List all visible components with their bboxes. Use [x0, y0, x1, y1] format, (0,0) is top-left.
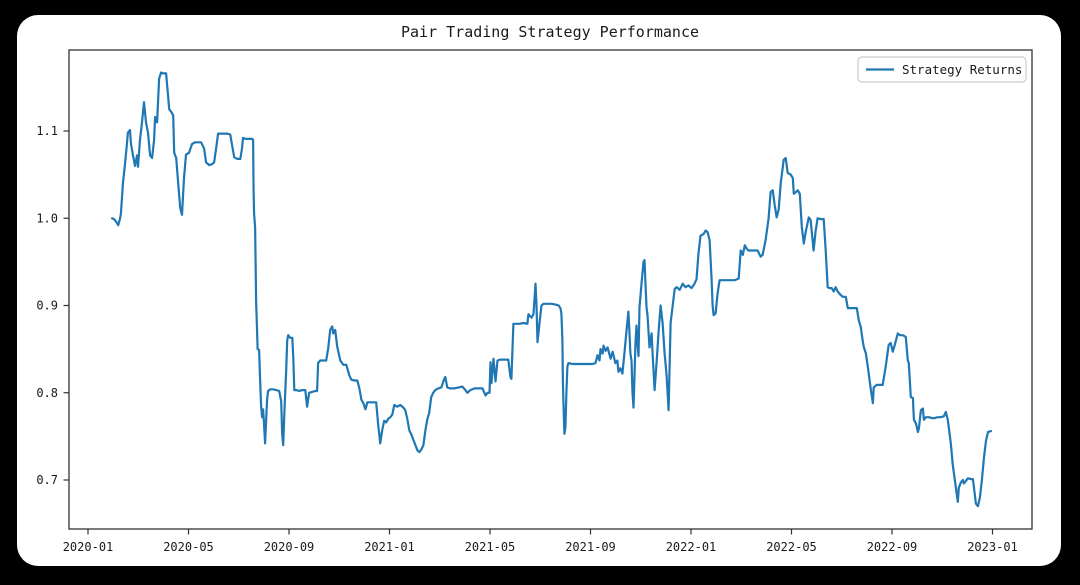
y-tick-label: 0.7 [36, 473, 58, 487]
chart-title: Pair Trading Strategy Performance [401, 23, 699, 41]
legend-label: Strategy Returns [902, 62, 1022, 77]
x-axis: 2020-01 2020-05 2020-09 2021-01 2021-05 2021-… [63, 529, 1018, 554]
x-tick-label: 2020-09 [264, 540, 315, 554]
plot-area [68, 49, 1033, 530]
x-tick-label: 2021-05 [465, 540, 516, 554]
y-tick-label: 1.0 [36, 211, 58, 225]
x-tick-label: 2020-01 [63, 540, 114, 554]
strategy-returns-line [110, 71, 993, 508]
x-tick-label: 2023-01 [967, 540, 1018, 554]
legend-box [857, 56, 1027, 83]
y-axis: 0.7 0.8 0.9 1.0 1.1 [36, 124, 69, 487]
x-tick-label: 2020-05 [163, 540, 214, 554]
figure-panel: Pair Trading Strategy Performance 2020-0… [17, 15, 1061, 566]
x-tick-label: 2021-09 [565, 540, 616, 554]
y-tick-label: 0.8 [36, 386, 58, 400]
performance-chart: Pair Trading Strategy Performance 2020-0… [36, 23, 1033, 554]
y-tick-label: 1.1 [36, 124, 58, 138]
legend: Strategy Returns [857, 56, 1027, 83]
x-tick-label: 2022-05 [766, 540, 817, 554]
x-tick-label: 2022-09 [867, 540, 918, 554]
x-tick-label: 2021-01 [364, 540, 415, 554]
y-tick-label: 0.9 [36, 299, 58, 313]
x-tick-label: 2022-01 [666, 540, 717, 554]
